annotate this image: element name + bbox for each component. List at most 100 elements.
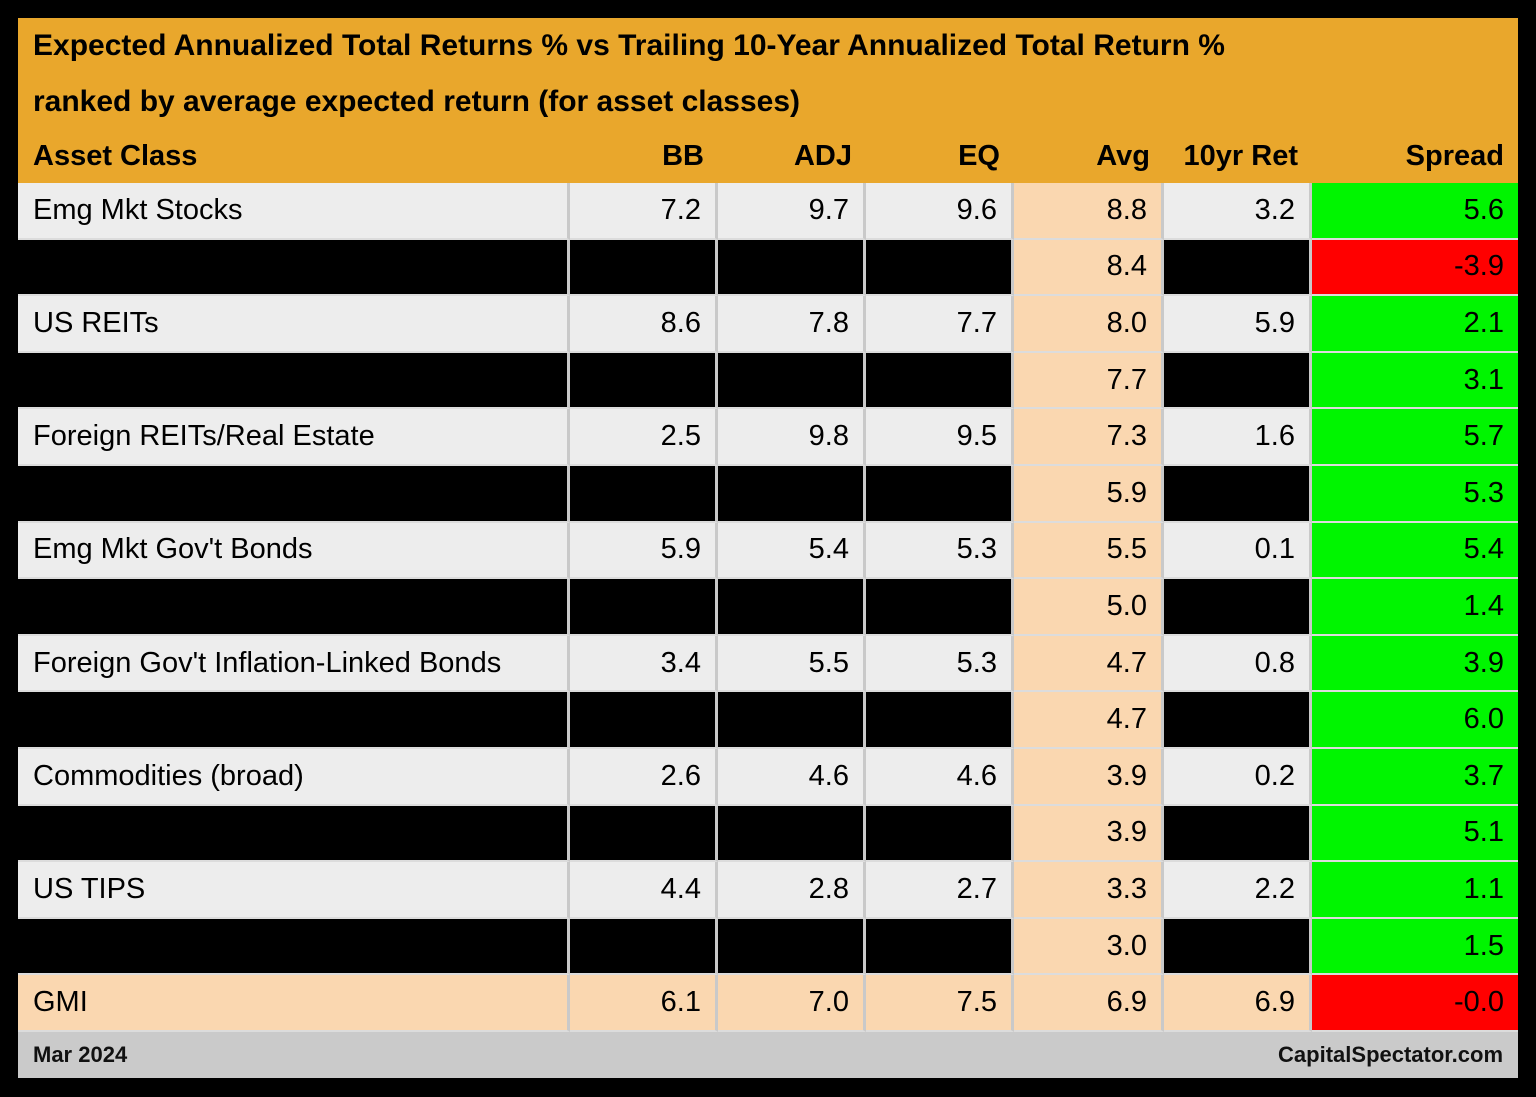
- table-row: US REITs 8.6 7.8 7.7 8.0 5.9 2.1: [18, 296, 1518, 353]
- adj-value-cell: 4.6: [718, 748, 866, 806]
- bb-value-cell: [570, 352, 718, 410]
- avg-value-cell: 3.9: [1014, 748, 1164, 806]
- 10yr-ret-cell: [1164, 352, 1312, 410]
- asset-class-cell: [18, 465, 570, 523]
- adj-value-cell: [718, 918, 866, 976]
- column-header-row: Asset Class BB ADJ EQ Avg 10yr Ret Sprea…: [18, 130, 1518, 183]
- table-row: 8.4 -3.9: [18, 239, 1518, 297]
- bb-value-cell: [570, 692, 718, 749]
- 10yr-ret-cell: 0.2: [1164, 748, 1312, 806]
- column-header-avg: Avg: [1096, 140, 1150, 172]
- spread-cell: 1.4: [1312, 579, 1518, 636]
- avg-value-cell: 3.0: [1014, 918, 1164, 976]
- returns-table: Expected Annualized Total Returns % vs T…: [18, 18, 1518, 1078]
- asset-class-cell: [18, 352, 570, 410]
- avg-value-cell: 4.7: [1014, 635, 1164, 693]
- adj-value-cell: [718, 692, 866, 749]
- eq-value-cell: [866, 692, 1014, 749]
- eq-value-cell: 7.7: [866, 296, 1014, 353]
- table-row: US TIPS 4.4 2.8 2.7 3.3 2.2 1.1: [18, 862, 1518, 919]
- adj-value-cell: [718, 352, 866, 410]
- spread-cell: 1.5: [1312, 918, 1518, 976]
- eq-value-cell: [866, 918, 1014, 976]
- adj-value-cell: 5.5: [718, 635, 866, 693]
- 10yr-ret-cell: 5.9: [1164, 296, 1312, 353]
- table-row: 7.7 3.1: [18, 352, 1518, 410]
- 10yr-ret-cell: 1.6: [1164, 409, 1312, 466]
- table-body: Emg Mkt Stocks 7.2 9.7 9.6 8.8 3.2 5.6 8…: [18, 183, 1518, 1032]
- table-row: GMI 6.1 7.0 7.5 6.9 6.9 -0.0: [18, 975, 1518, 1032]
- eq-value-cell: 9.5: [866, 409, 1014, 466]
- spread-cell: 3.9: [1312, 635, 1518, 693]
- avg-value-cell: 3.9: [1014, 805, 1164, 863]
- asset-class-cell: [18, 805, 570, 863]
- table-row: Commodities (broad) 2.6 4.6 4.6 3.9 0.2 …: [18, 748, 1518, 806]
- bb-value-cell: [570, 805, 718, 863]
- avg-value-cell: 4.7: [1014, 692, 1164, 749]
- adj-value-cell: [718, 579, 866, 636]
- 10yr-ret-cell: [1164, 465, 1312, 523]
- column-header-bb: BB: [662, 140, 704, 172]
- bb-value-cell: 3.4: [570, 635, 718, 693]
- eq-value-cell: [866, 805, 1014, 863]
- table-row: 4.7 6.0: [18, 692, 1518, 749]
- 10yr-ret-cell: [1164, 692, 1312, 749]
- bb-value-cell: 8.6: [570, 296, 718, 353]
- 10yr-ret-cell: 2.2: [1164, 862, 1312, 919]
- asset-class-cell: [18, 579, 570, 636]
- bb-value-cell: [570, 239, 718, 297]
- table-row: 3.9 5.1: [18, 805, 1518, 863]
- bb-value-cell: 7.2: [570, 183, 718, 240]
- adj-value-cell: [718, 805, 866, 863]
- spread-cell: 1.1: [1312, 862, 1518, 919]
- asset-class-cell: [18, 692, 570, 749]
- asset-class-cell: [18, 918, 570, 976]
- avg-value-cell: 3.3: [1014, 862, 1164, 919]
- column-header-10yr-ret: 10yr Ret: [1183, 140, 1298, 172]
- adj-value-cell: 7.8: [718, 296, 866, 353]
- asset-class-cell: US REITs: [18, 296, 570, 353]
- eq-value-cell: 4.6: [866, 748, 1014, 806]
- asset-class-cell: Emg Mkt Stocks: [18, 183, 570, 240]
- 10yr-ret-cell: 6.9: [1164, 975, 1312, 1032]
- asset-class-cell: US TIPS: [18, 862, 570, 919]
- 10yr-ret-cell: 3.2: [1164, 183, 1312, 240]
- bb-value-cell: 2.6: [570, 748, 718, 806]
- column-header-adj: ADJ: [793, 140, 852, 172]
- eq-value-cell: [866, 465, 1014, 523]
- table-row: Foreign Gov't Inflation-Linked Bonds 3.4…: [18, 635, 1518, 693]
- spread-cell: 3.7: [1312, 748, 1518, 806]
- chart-title: Expected Annualized Total Returns % vs T…: [33, 29, 1225, 62]
- adj-value-cell: 2.8: [718, 862, 866, 919]
- spread-cell: 5.1: [1312, 805, 1518, 863]
- bb-value-cell: 2.5: [570, 409, 718, 466]
- bb-value-cell: 4.4: [570, 862, 718, 919]
- 10yr-ret-cell: [1164, 239, 1312, 297]
- adj-value-cell: [718, 239, 866, 297]
- adj-value-cell: 5.4: [718, 522, 866, 580]
- spread-cell: 5.7: [1312, 409, 1518, 466]
- table-row: 5.9 5.3: [18, 465, 1518, 523]
- bb-value-cell: [570, 579, 718, 636]
- avg-value-cell: 8.0: [1014, 296, 1164, 353]
- adj-value-cell: 9.8: [718, 409, 866, 466]
- avg-value-cell: 5.0: [1014, 579, 1164, 636]
- table-row: Emg Mkt Gov't Bonds 5.9 5.4 5.3 5.5 0.1 …: [18, 522, 1518, 580]
- footer-date: Mar 2024: [33, 1041, 128, 1067]
- avg-value-cell: 8.4: [1014, 239, 1164, 297]
- 10yr-ret-cell: [1164, 805, 1312, 863]
- table-row: 5.0 1.4: [18, 579, 1518, 636]
- bb-value-cell: 5.9: [570, 522, 718, 580]
- spread-cell: 5.4: [1312, 522, 1518, 580]
- table-row: Emg Mkt Stocks 7.2 9.7 9.6 8.8 3.2 5.6: [18, 183, 1518, 240]
- column-header-asset-class: Asset Class: [33, 140, 198, 172]
- eq-value-cell: [866, 352, 1014, 410]
- eq-value-cell: 7.5: [866, 975, 1014, 1032]
- table-row: 3.0 1.5: [18, 918, 1518, 976]
- avg-value-cell: 5.9: [1014, 465, 1164, 523]
- eq-value-cell: [866, 579, 1014, 636]
- avg-value-cell: 6.9: [1014, 975, 1164, 1032]
- avg-value-cell: 5.5: [1014, 522, 1164, 580]
- adj-value-cell: 7.0: [718, 975, 866, 1032]
- eq-value-cell: [866, 239, 1014, 297]
